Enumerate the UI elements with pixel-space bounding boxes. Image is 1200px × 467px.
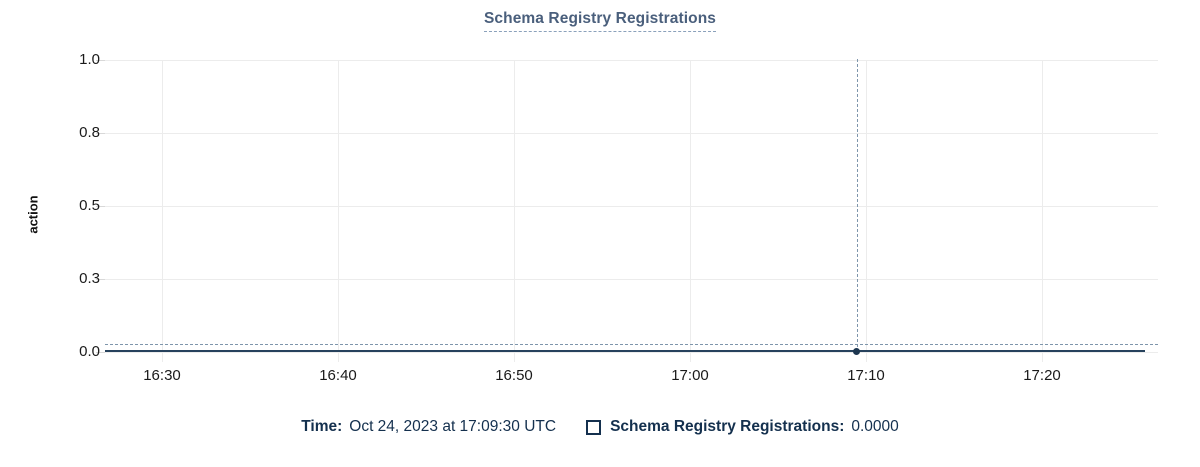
h-gridline: [105, 279, 1158, 280]
v-gridline: [1042, 60, 1043, 362]
legend-series-label: Schema Registry Registrations:: [610, 418, 845, 435]
tooltip-time-group: Time: Oct 24, 2023 at 17:09:30 UTC: [301, 418, 556, 436]
crosshair-vertical: [857, 59, 858, 352]
chart-title[interactable]: Schema Registry Registrations: [483, 10, 717, 32]
y-tick-label: 0.3: [79, 270, 100, 287]
v-gridline: [866, 60, 867, 362]
data-point-marker: [853, 348, 860, 355]
tooltip-time-value: Oct 24, 2023 at 17:09:30 UTC: [349, 418, 557, 435]
v-gridline: [338, 60, 339, 362]
legend-series-value: 0.0000: [851, 418, 899, 435]
tooltip-bar: Time: Oct 24, 2023 at 17:09:30 UTC Schem…: [0, 418, 1200, 436]
y-tick-label: 1.0: [79, 51, 100, 68]
x-tick-label: 17:10: [847, 367, 885, 384]
h-gridline: [105, 206, 1158, 207]
y-tick-mark: [96, 60, 105, 61]
v-gridline: [514, 60, 515, 362]
v-gridline: [690, 60, 691, 362]
legend-checkbox[interactable]: [586, 419, 602, 435]
x-tick-label: 16:30: [143, 367, 181, 384]
tooltip-time-label: Time:: [301, 418, 343, 435]
y-tick-label: 0.0: [79, 343, 100, 360]
h-gridline: [105, 60, 1158, 61]
h-gridline: [105, 352, 1158, 353]
x-tick-label: 17:20: [1023, 367, 1061, 384]
y-tick-label: 0.8: [79, 124, 100, 141]
y-tick-mark: [96, 133, 105, 134]
series-line: [105, 350, 1145, 352]
x-tick-label: 17:00: [671, 367, 709, 384]
v-gridline: [162, 60, 163, 362]
legend-series-group: Schema Registry Registrations: 0.0000: [586, 418, 899, 436]
y-tick-mark: [96, 206, 105, 207]
chart-header: Schema Registry Registrations: [0, 10, 1200, 32]
h-gridline: [105, 133, 1158, 134]
x-tick-label: 16:40: [319, 367, 357, 384]
y-tick-mark: [96, 352, 105, 353]
x-tick-label: 16:50: [495, 367, 533, 384]
y-tick-label: 0.5: [79, 197, 100, 214]
crosshair-horizontal: [105, 344, 1158, 345]
y-tick-mark: [96, 279, 105, 280]
